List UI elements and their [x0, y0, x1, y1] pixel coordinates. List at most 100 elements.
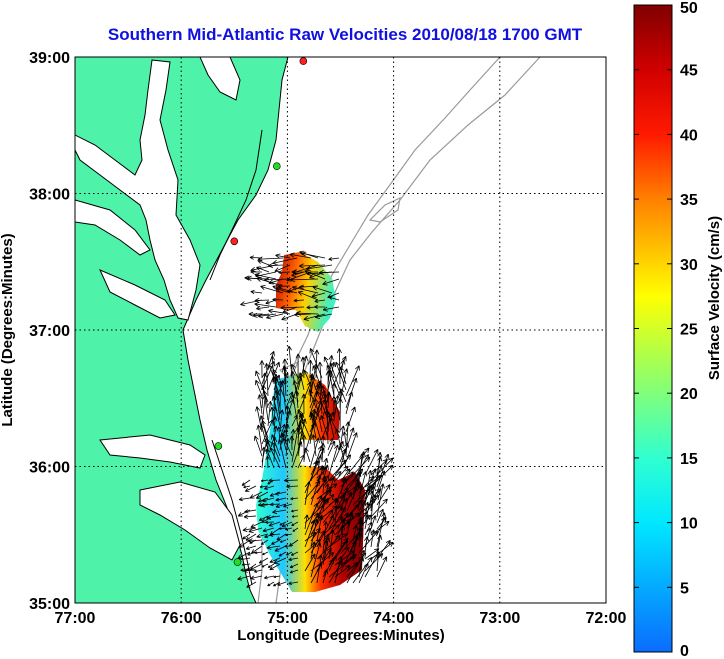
velocity-arrow [364, 514, 370, 530]
velocity-arrow [250, 289, 263, 295]
velocity-arrow [290, 277, 319, 283]
lat-tick-label: 37:00 [29, 323, 70, 340]
velocity-arrow [357, 516, 364, 536]
velocity-arrow [370, 497, 376, 524]
velocity-arrow [370, 529, 376, 548]
velocity-arrow [261, 563, 269, 568]
velocity-arrow [376, 451, 383, 482]
velocity-arrow [311, 292, 326, 298]
velocity-arrow [284, 405, 290, 433]
velocity-arrow [303, 313, 326, 321]
velocity-arrow [342, 431, 348, 445]
velocity-arrow [340, 486, 349, 512]
velocity-arrow [333, 399, 341, 421]
velocity-arrow [280, 305, 305, 311]
velocity-arrow [263, 575, 275, 580]
velocity-arrow [237, 575, 251, 581]
velocity-arrow [267, 581, 275, 587]
velocity-arrow [269, 447, 281, 469]
velocity-arrow [340, 553, 357, 566]
colorbar-label: Surface Velocity (cm/s) [706, 216, 723, 380]
velocity-arrow [316, 554, 324, 584]
velocity-arrow [264, 485, 275, 490]
colorbar-tick-label: 0 [680, 643, 689, 659]
velocity-arrow [280, 432, 293, 457]
velocity-arrow [328, 477, 335, 494]
velocity-arrow [259, 360, 265, 379]
velocity-arrow [271, 441, 281, 463]
velocity-arrow [316, 483, 338, 500]
velocity-arrow [253, 435, 263, 457]
velocity-arrow [290, 497, 299, 501]
velocity-arrow [319, 415, 329, 439]
velocity-arrow [255, 370, 269, 403]
velocity-arrow [322, 521, 329, 554]
velocity-arrow [279, 521, 287, 526]
velocity-arrow [291, 509, 299, 513]
velocity-arrow [326, 365, 341, 397]
velocity-arrow [345, 427, 355, 451]
velocity-arrow [289, 252, 312, 259]
velocity-arrow [286, 551, 293, 556]
velocity-arrow [266, 545, 281, 550]
velocity-arrow [292, 527, 299, 532]
lat-tick-label: 35:00 [29, 596, 70, 613]
velocity-arrow [296, 310, 319, 316]
velocity-arrow [242, 533, 251, 540]
velocity-arrow [249, 563, 263, 571]
plot-frame [74, 56, 607, 604]
velocity-arrow [329, 362, 341, 391]
velocity-arrow [266, 514, 281, 520]
velocity-arrow [318, 270, 340, 276]
velocity-arrow [376, 484, 391, 506]
velocity-arrow [289, 569, 299, 574]
plot-area [75, 57, 606, 603]
velocity-arrow [322, 494, 335, 506]
velocity-arrow [316, 390, 329, 421]
colorbar-tick-label: 30 [680, 257, 698, 274]
colorbar [633, 4, 673, 653]
velocity-arrow [308, 389, 317, 409]
velocity-arrow [254, 551, 263, 555]
velocity-arrow [322, 537, 331, 566]
velocity-arrow [272, 509, 287, 515]
velocity-arrow [335, 428, 341, 445]
velocity-arrow [346, 447, 370, 476]
velocity-arrow [376, 483, 385, 518]
latitude-ticks: 35:00 36:00 37:00 38:00 39:00 [29, 50, 70, 613]
velocity-arrow [268, 521, 281, 527]
y-axis-label: Latitude (Degrees:Minutes) [0, 233, 16, 426]
velocity-arrow [261, 446, 267, 469]
velocity-arrow [310, 541, 317, 560]
velocity-arrow [272, 416, 278, 433]
velocity-arrow [316, 455, 323, 476]
velocity-arrow [277, 283, 291, 289]
velocity-arrow [345, 432, 358, 463]
longitude-ticks: 77:00 76:00 75:00 74:00 73:00 72:00 [55, 610, 627, 627]
velocity-arrow [328, 257, 340, 261]
velocity-arrow [311, 434, 317, 457]
velocity-arrow [283, 477, 299, 483]
velocity-arrow [247, 538, 263, 544]
velocity-arrow [334, 540, 348, 560]
velocity-arrow [259, 415, 269, 439]
velocity-arrow [268, 308, 291, 315]
delmarva-islands [209, 129, 263, 281]
velocity-arrow [340, 524, 346, 548]
velocity-arrow [272, 285, 298, 294]
velocity-arrow [290, 429, 296, 445]
velocity-arrow [249, 491, 263, 499]
velocity-arrow [267, 400, 273, 427]
lon-tick-label: 76:00 [161, 610, 202, 627]
velocity-arrow [276, 533, 287, 541]
velocity-arrow [289, 435, 295, 451]
velocity-arrow [364, 449, 379, 476]
velocity-arrow [328, 560, 343, 584]
velocity-arrow [248, 527, 263, 533]
velocity-arrow [346, 511, 354, 536]
velocity-arrow [322, 457, 329, 476]
velocity-arrow [243, 514, 257, 519]
velocity-arrow [273, 581, 281, 587]
